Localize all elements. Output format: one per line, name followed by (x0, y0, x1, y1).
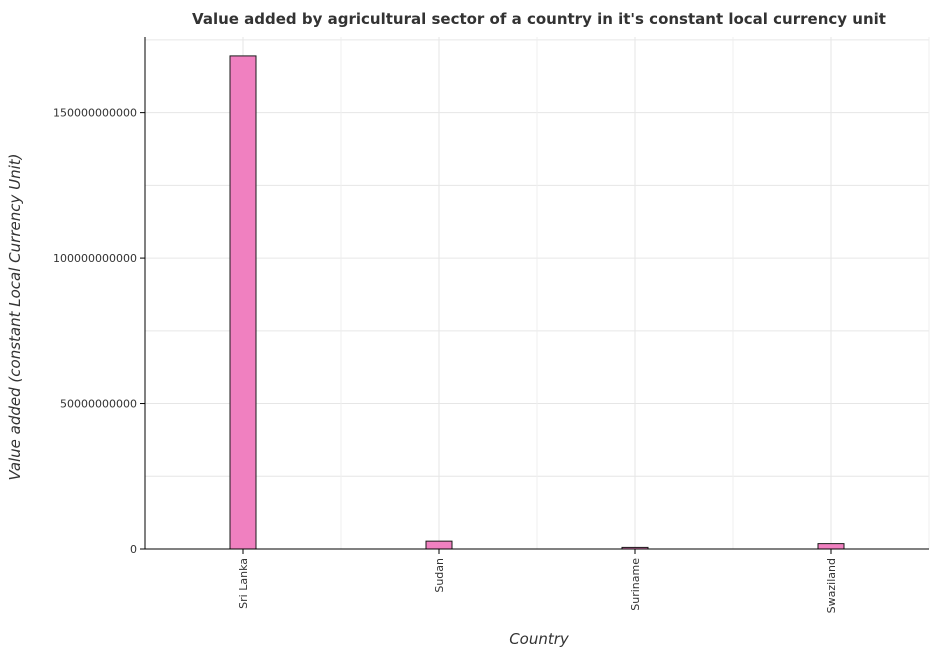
chart-title: Value added by agricultural sector of a … (192, 10, 886, 28)
y-tick-label: 50000000000 (60, 398, 137, 411)
axes: 0 50000000000 100000000000 150000000000 Sri … (53, 37, 929, 613)
x-tick-label: Sri Lanka (237, 558, 250, 609)
x-tick-label: Sudan (433, 558, 446, 593)
bar-swaziland (817, 543, 845, 550)
bar-sudan (425, 540, 453, 550)
x-axis-title: Country (509, 630, 570, 648)
bar-sri-lanka (229, 55, 257, 550)
y-axis-title: Value added (constant Local Currency Uni… (6, 154, 24, 481)
y-tick-label: 100000000000 (53, 252, 137, 265)
bars (229, 55, 845, 550)
y-tick-label: 0 (130, 543, 137, 556)
x-tick-label: Swaziland (825, 558, 838, 613)
grid (144, 37, 930, 550)
x-tick-label: Suriname (629, 558, 642, 611)
y-tick-label: 150000000000 (53, 107, 137, 120)
